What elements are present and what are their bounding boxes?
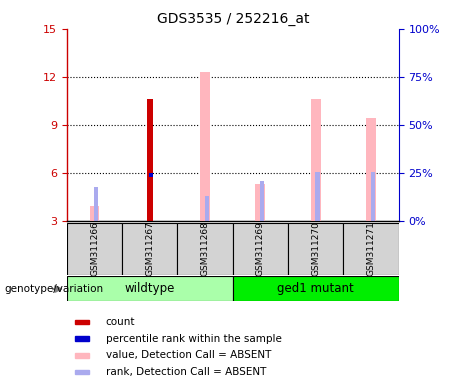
Bar <box>89 207 100 221</box>
Text: genotype/variation: genotype/variation <box>5 284 104 294</box>
Bar <box>94 187 98 221</box>
Bar <box>233 276 399 301</box>
Text: ged1 mutant: ged1 mutant <box>278 283 354 295</box>
Bar <box>75 353 89 358</box>
Bar <box>200 72 210 221</box>
Text: count: count <box>106 317 135 327</box>
Text: GSM311267: GSM311267 <box>145 221 154 276</box>
Bar <box>67 276 233 301</box>
Bar <box>311 99 321 221</box>
Bar <box>67 223 122 275</box>
Bar <box>149 174 153 177</box>
Text: GSM311269: GSM311269 <box>256 221 265 276</box>
Bar <box>233 223 288 275</box>
Bar <box>147 99 153 221</box>
Text: GSM311270: GSM311270 <box>311 221 320 276</box>
Bar <box>177 223 233 275</box>
Text: GSM311271: GSM311271 <box>366 221 376 276</box>
Text: GSM311268: GSM311268 <box>201 221 210 276</box>
Bar <box>343 223 399 275</box>
Bar <box>75 336 89 341</box>
Title: GDS3535 / 252216_at: GDS3535 / 252216_at <box>157 12 309 26</box>
Text: percentile rank within the sample: percentile rank within the sample <box>106 334 282 344</box>
Bar <box>122 223 177 275</box>
Bar <box>205 196 209 221</box>
Bar <box>288 223 343 275</box>
Text: rank, Detection Call = ABSENT: rank, Detection Call = ABSENT <box>106 367 266 377</box>
Bar <box>315 172 319 221</box>
Text: wildtype: wildtype <box>124 283 175 295</box>
Bar <box>260 181 264 221</box>
Text: value, Detection Call = ABSENT: value, Detection Call = ABSENT <box>106 350 271 360</box>
Bar <box>75 370 89 374</box>
Bar <box>255 184 266 221</box>
Bar <box>75 319 89 324</box>
Bar <box>366 118 376 221</box>
Text: GSM311266: GSM311266 <box>90 221 99 276</box>
Bar <box>371 172 375 221</box>
